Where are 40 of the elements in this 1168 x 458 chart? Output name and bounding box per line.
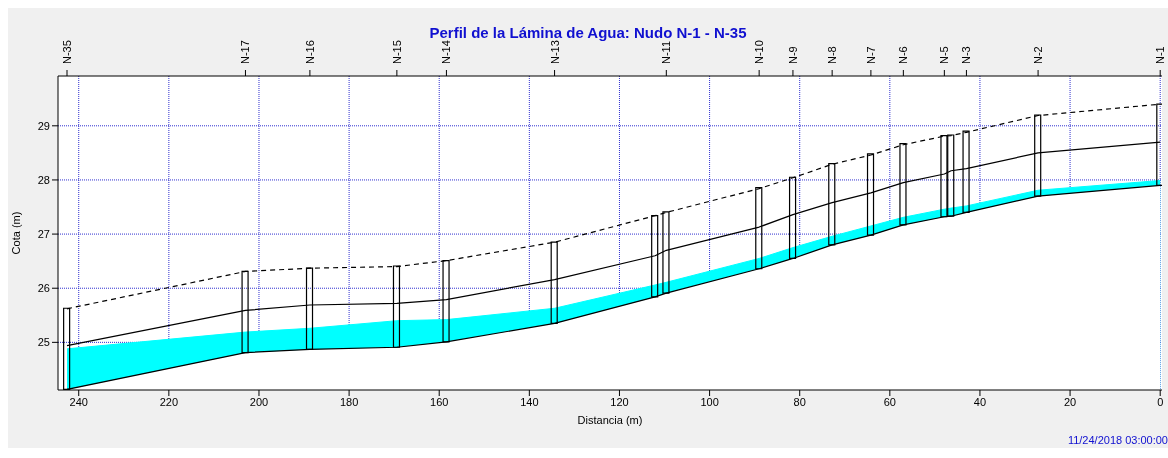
chart-title: Perfil de la Lámina de Agua: Nudo N-1 - N-35 [428,24,748,41]
y-tick-label: 26 [37,282,50,295]
annotation: N-15 [390,40,403,64]
bar [662,211,670,294]
x-tick-label: 120 [610,395,629,408]
x-tick-label: 180 [339,395,359,408]
annotation: N-17 [239,40,252,64]
y-axis-title: Cota (m) [9,211,22,255]
annotation: N-8 [826,46,839,64]
x-tick-label: 240 [69,395,88,408]
annotation: N-9 [786,46,799,64]
x-tick-label: 40 [973,395,987,408]
annotation: N-10 [753,40,766,64]
annotation: N-7 [864,46,877,64]
x-tick-label: 160 [430,395,449,408]
x-tick-label: 100 [700,395,719,408]
annotation: N-1 [1154,46,1167,64]
annotation: N-3 [960,46,973,64]
y-tick-label: 29 [37,119,50,132]
x-tick-label: 200 [249,395,269,408]
x-tick-label: 220 [159,395,179,408]
x-axis-title: Distancia (m) [577,414,643,426]
annotation: N-16 [303,40,316,64]
y-tick-label: 25 [37,336,50,349]
annotation: N-13 [548,40,561,64]
x-tick-label: 20 [1063,395,1077,408]
annotation: N-14 [440,40,453,64]
x-tick-label: 0 [1157,395,1164,408]
annotation: N-11 [660,40,673,64]
annotation: N-6 [897,46,910,64]
bar [651,215,659,298]
x-tick-label: 140 [520,395,539,408]
annotation: N-35 [61,40,74,64]
x-tick-label: 60 [883,395,896,408]
annotation: N-5 [938,46,951,64]
y-tick-label: 27 [37,227,50,240]
annotation: N-2 [1032,46,1045,64]
text: 11/24/2018 03:00:00 [1067,434,1168,446]
x-tick-label: 80 [793,395,806,408]
y-tick-label: 28 [37,173,50,186]
